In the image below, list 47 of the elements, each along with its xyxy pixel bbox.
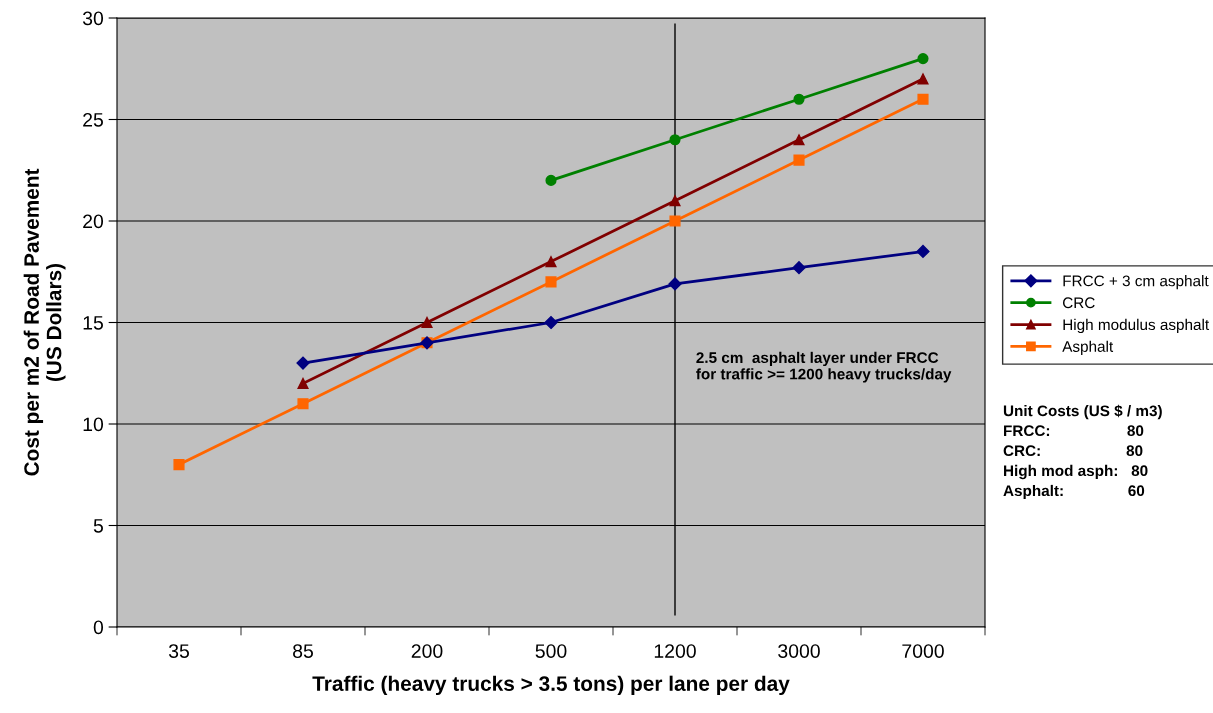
text: High mod asph: 80 [1004, 464, 1148, 480]
annotation: 2.5 cm asphalt layer under FRCC for traffic >= 1200 heavy trucks/day [696, 351, 952, 383]
point [297, 377, 309, 389]
y-tick-label: 15 [83, 316, 103, 330]
x-tick-label: 500 [535, 644, 567, 658]
point [917, 93, 929, 105]
y-tick-label: 0 [93, 620, 104, 635]
x-tick-label: 1200 [654, 644, 696, 658]
point [669, 215, 681, 227]
text: Unit Costs (US $ / m3) [1003, 404, 1162, 420]
x-tick-label: 200 [411, 644, 443, 658]
point [917, 73, 929, 85]
y-tick-label: 30 [82, 11, 104, 26]
x-tick-label: 3000 [778, 644, 820, 658]
y-tick-label: 5 [93, 519, 103, 533]
point [668, 277, 682, 291]
point [669, 134, 681, 146]
point [296, 356, 310, 370]
y-axis-title: Cost per m2 of Road Pavement (US Dollars) [23, 168, 66, 476]
point [916, 244, 930, 259]
legend-label: CRC [1063, 297, 1095, 309]
text: Asphalt: 60 [1003, 484, 1145, 500]
point [545, 256, 557, 268]
point [793, 154, 805, 166]
point [545, 276, 557, 288]
x-axis-title: Traffic (heavy trucks > 3.5 tons) per lane per day [312, 675, 790, 696]
point [544, 315, 558, 330]
point [793, 134, 805, 146]
x-tick-label: 85 [293, 644, 313, 658]
point [173, 459, 185, 471]
point [917, 53, 929, 65]
y-tick-label: 20 [83, 214, 104, 229]
y-tick-label: 25 [83, 112, 103, 127]
point [792, 261, 806, 275]
point [297, 398, 309, 410]
legend-label: Asphalt [1062, 340, 1114, 355]
point [421, 316, 433, 329]
y-tick-label: 10 [83, 417, 104, 432]
point [793, 93, 805, 105]
point [669, 195, 681, 207]
x-tick-label: 35 [168, 644, 189, 658]
x-tick-label: 7000 [902, 644, 944, 658]
text: FRCC: 80 [1004, 425, 1144, 437]
legend-label: High modulus asphalt [1063, 318, 1210, 334]
point [545, 174, 557, 186]
legend-label: FRCC + 3 cm asphalt [1063, 275, 1209, 290]
text: CRC: 80 [1003, 445, 1143, 457]
